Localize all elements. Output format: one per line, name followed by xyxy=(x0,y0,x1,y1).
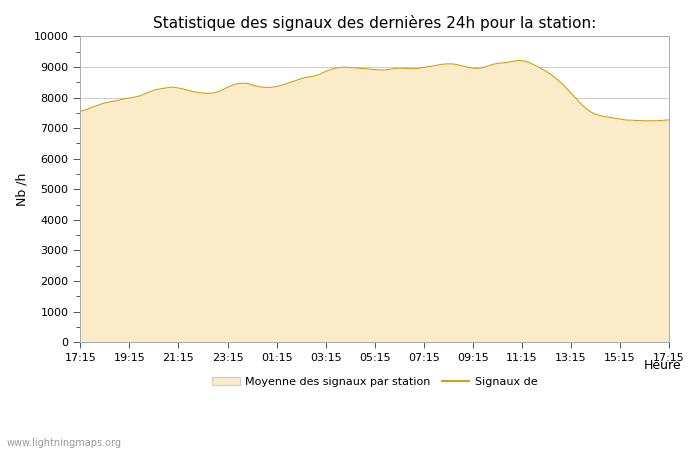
Title: Statistique des signaux des dernières 24h pour la station:: Statistique des signaux des dernières 24… xyxy=(153,15,596,31)
X-axis label: Heure: Heure xyxy=(643,359,681,372)
Text: www.lightningmaps.org: www.lightningmaps.org xyxy=(7,438,122,448)
Legend: Moyenne des signaux par station, Signaux de: Moyenne des signaux par station, Signaux… xyxy=(207,373,542,392)
Y-axis label: Nb /h: Nb /h xyxy=(15,172,28,206)
